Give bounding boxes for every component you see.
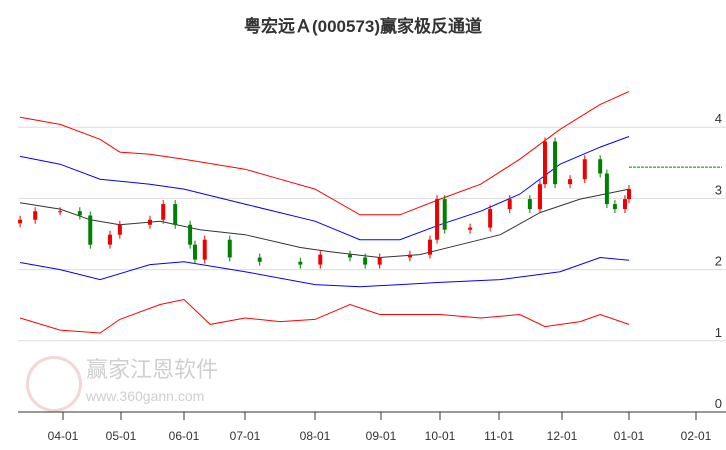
series-lower-inner (20, 256, 630, 288)
candle-body (147, 219, 152, 225)
candle-body (347, 254, 352, 258)
candle-body (298, 261, 303, 265)
candle-body (33, 211, 38, 220)
candle-body (192, 244, 197, 260)
series-moving-average (20, 188, 630, 259)
candle-body (568, 179, 573, 185)
candle-body (318, 254, 323, 265)
watermark-url: www.360gann.com (86, 388, 205, 404)
candle-body (435, 199, 440, 240)
candle-body (612, 204, 617, 210)
candle-body (527, 199, 532, 210)
candle-body (582, 159, 587, 180)
candle-body (377, 257, 382, 265)
candle-body (227, 239, 232, 258)
x-tick-label: 01-01 (614, 429, 645, 443)
candle-body (188, 224, 193, 245)
candle-body (598, 159, 603, 174)
candle-body (488, 209, 493, 228)
x-tick-label: 11-01 (484, 429, 514, 443)
candle-body (627, 189, 631, 200)
y-tick-label: 4 (715, 111, 722, 126)
candle-body (507, 199, 512, 210)
y-tick-label: 1 (715, 325, 722, 340)
x-tick-label: 02-01 (681, 429, 712, 443)
candle-body (622, 199, 627, 210)
x-tick-label: 10-01 (425, 429, 456, 443)
chart-title: 粤宏远Ａ(000573)赢家极反通道 (243, 17, 483, 36)
x-tick-label: 04-01 (48, 429, 79, 443)
x-tick-label: 05-01 (106, 429, 137, 443)
candle-body (363, 257, 368, 265)
candle-body (427, 239, 432, 255)
candle-body (58, 211, 63, 213)
series-upper-inner (20, 136, 630, 241)
candle-body (18, 219, 23, 224)
candle-body (257, 257, 262, 262)
candle-body (117, 224, 122, 235)
candle-body (407, 254, 412, 258)
candle-body (468, 227, 473, 230)
y-tick-label: 0 (715, 396, 722, 411)
candle-body (553, 141, 558, 185)
x-tick-label: 09-01 (366, 429, 397, 443)
x-tick-label: 12-01 (547, 429, 578, 443)
y-tick-label: 3 (715, 182, 722, 197)
candle-body (77, 211, 82, 216)
series-upper-outer (20, 91, 630, 216)
candle-body (202, 239, 207, 260)
watermark-name: 赢家江恩软件 (86, 357, 219, 382)
candle-body (173, 204, 178, 225)
x-tick-label: 08-01 (300, 429, 331, 443)
watermark-logo (26, 356, 82, 412)
x-tick-label: 06-01 (169, 429, 200, 443)
candle-body (442, 199, 447, 230)
candle-body (537, 184, 542, 210)
candle-body (107, 234, 112, 245)
candle-body (604, 173, 609, 205)
candle-body (542, 141, 547, 185)
candle-body (161, 204, 166, 220)
series-lower-outer (19, 298, 630, 334)
x-tick-label: 07-01 (230, 429, 261, 443)
candle-body (88, 215, 93, 245)
y-tick-label: 2 (715, 254, 722, 269)
